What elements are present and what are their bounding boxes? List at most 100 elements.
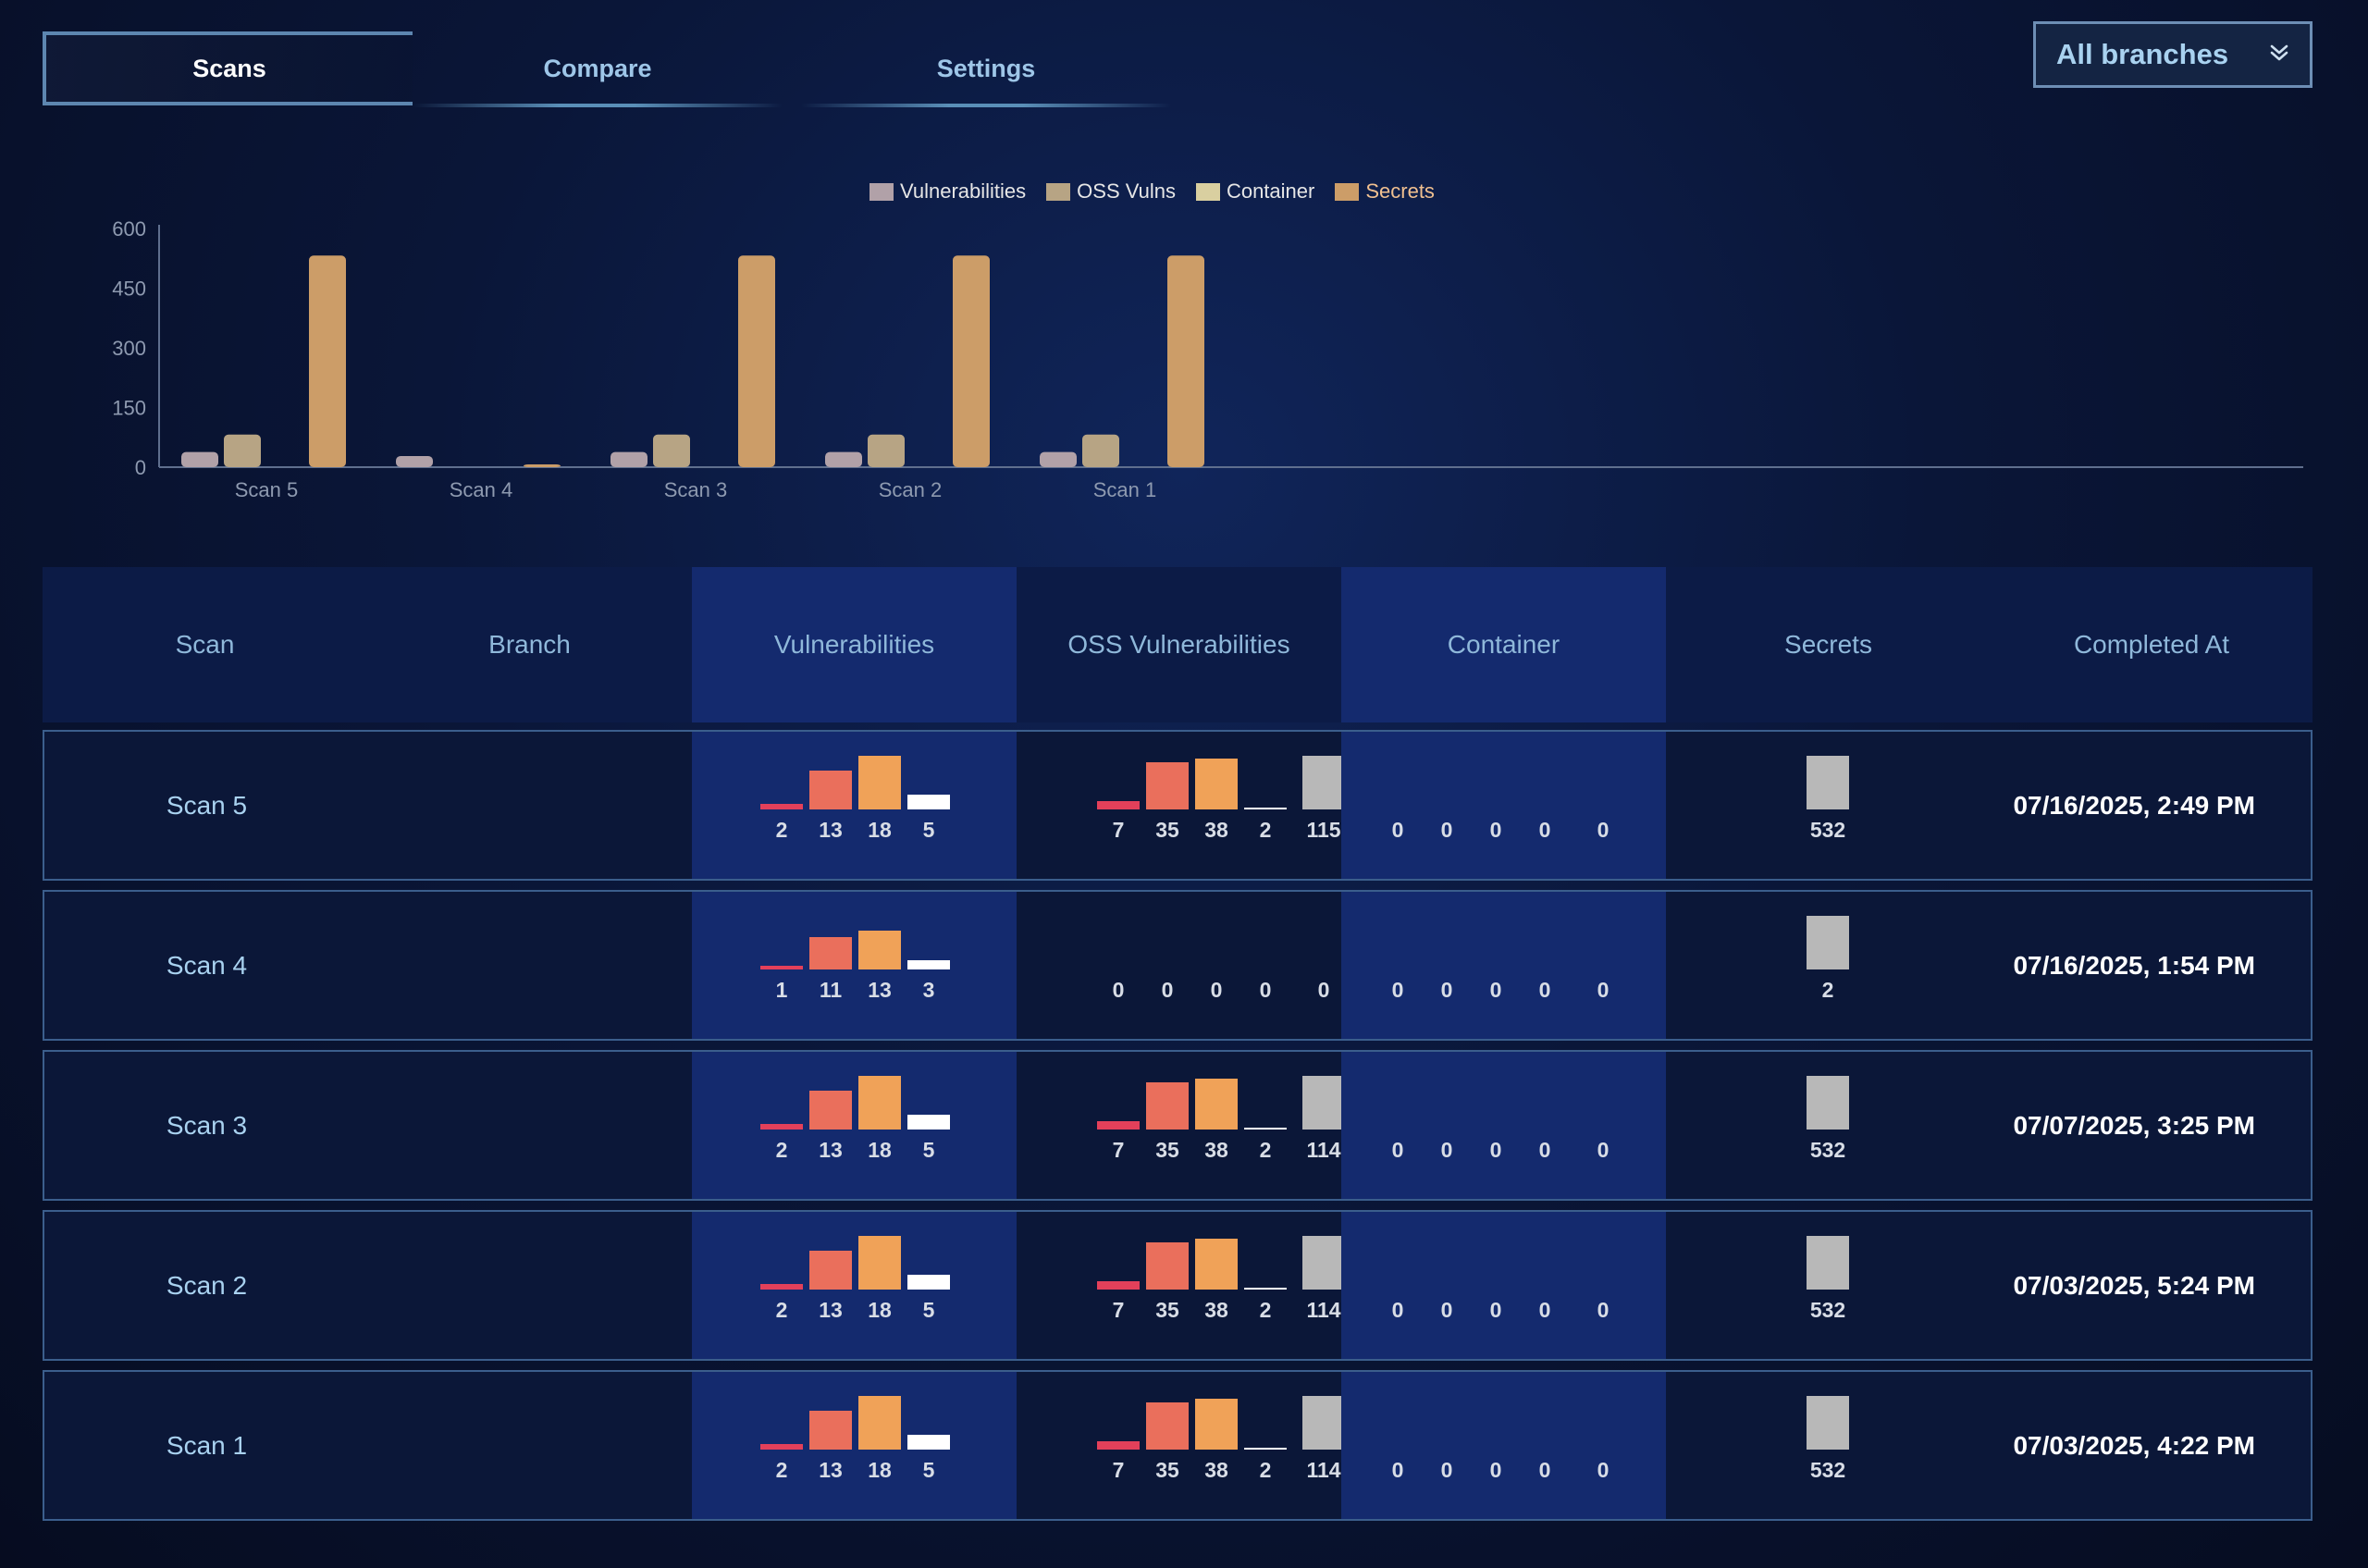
severity-count: 38 — [1204, 818, 1228, 842]
vulnerabilities-cell: 2 13 18 5 — [692, 1212, 1017, 1359]
severity-bar — [907, 1115, 950, 1130]
chart-bar[interactable] — [1040, 451, 1077, 467]
severity-count: 532 — [1809, 1138, 1846, 1162]
header-oss-vulnerabilities[interactable]: OSS Vulnerabilities — [1067, 630, 1290, 659]
oss-vulnerabilities-cell: 7 35 38 2 114 — [1017, 1212, 1345, 1359]
scan-name-cell[interactable]: Scan 3 — [166, 1110, 248, 1140]
severity-bar — [1097, 801, 1140, 809]
severity-count: 114 — [1306, 1458, 1341, 1482]
severity-bar — [1195, 759, 1238, 809]
table-row[interactable]: Scan 4 1 11 13 3 0 0 0 0 0 0 0 0 0 0 2 07/16/2025, 1:54 … — [43, 890, 2312, 1041]
chart-bar[interactable] — [396, 455, 433, 467]
table-row[interactable]: Scan 2 2 13 18 5 7 35 38 2 114 0 0 0 0 0 532 07/03/2025,… — [43, 1210, 2312, 1361]
header-completed-at[interactable]: Completed At — [2073, 630, 2230, 659]
severity-count: 0 — [1597, 1298, 1610, 1322]
severity-bar — [1097, 1121, 1140, 1130]
mini-bar-chart: 7 35 38 2 115 — [1017, 732, 1345, 879]
branch-select[interactable]: All branches — [2033, 21, 2312, 88]
oss-vulnerabilities-cell: 7 35 38 2 114 — [1017, 1052, 1345, 1199]
severity-count: 2 — [775, 1458, 788, 1482]
secrets-cell: 532 — [1666, 732, 1991, 879]
severity-bar — [760, 1444, 803, 1450]
secrets-cell: 532 — [1666, 1052, 1991, 1199]
y-tick-label: 300 — [112, 337, 146, 360]
header-branch[interactable]: Branch — [488, 630, 571, 659]
chart-bar[interactable] — [309, 255, 346, 467]
chart-bar[interactable] — [825, 451, 862, 467]
severity-count: 0 — [1440, 1298, 1453, 1322]
severity-count: 0 — [1489, 1138, 1502, 1162]
scan-name-cell[interactable]: Scan 5 — [166, 790, 248, 820]
severity-count: 13 — [868, 978, 892, 1002]
severity-count: 13 — [819, 1458, 843, 1482]
chart-bar[interactable] — [610, 451, 648, 467]
scans-chart: Vulnerabilities OSS Vulns Container Secr… — [0, 157, 2368, 518]
severity-count: 0 — [1391, 1298, 1404, 1322]
header-secrets[interactable]: Secrets — [1784, 630, 1872, 659]
severity-bar — [907, 795, 950, 809]
severity-bar — [907, 1435, 950, 1450]
chart-plot: 0 150 300 450 600 Scan 5 Scan 4 Scan 3 Scan 2 Sca… — [112, 217, 2303, 501]
chart-bar[interactable] — [953, 255, 990, 467]
severity-count: 532 — [1809, 1298, 1846, 1322]
chart-bar[interactable] — [653, 434, 690, 467]
mini-bar-chart: 2 13 18 5 — [692, 1212, 1017, 1359]
scan-name-cell[interactable]: Scan 4 — [166, 950, 248, 980]
table-row[interactable]: Scan 3 2 13 18 5 7 35 38 2 114 0 0 0 0 0 532 07/07/2025,… — [43, 1050, 2312, 1201]
severity-bar — [760, 966, 803, 969]
chart-bar[interactable] — [524, 464, 561, 467]
legend-item[interactable]: Secrets — [1335, 179, 1435, 204]
legend-item[interactable]: Container — [1195, 179, 1314, 204]
y-tick-label: 450 — [112, 278, 146, 301]
tab-settings[interactable]: Settings — [801, 31, 1171, 107]
chart-bar[interactable] — [181, 451, 218, 467]
legend-swatch — [1195, 182, 1220, 201]
severity-bar — [1146, 1082, 1189, 1130]
header-container[interactable]: Container — [1341, 567, 1666, 722]
table-row[interactable]: Scan 5 2 13 18 5 7 35 38 2 115 0 0 0 0 0 532 07/16/2025,… — [43, 730, 2312, 881]
severity-bar — [1244, 1448, 1287, 1450]
severity-bar — [1244, 1288, 1287, 1290]
container-cell: 0 0 0 0 0 — [1341, 892, 1666, 1039]
mini-bar-chart: 0 0 0 0 0 — [1341, 1052, 1666, 1199]
mini-bar-chart: 2 13 18 5 — [692, 1372, 1017, 1519]
chart-bar[interactable] — [868, 434, 905, 467]
scan-name-cell[interactable]: Scan 2 — [166, 1270, 248, 1300]
branch-cell — [369, 1372, 694, 1519]
table-row[interactable]: Scan 1 2 13 18 5 7 35 38 2 114 0 0 0 0 0 532 07/03/2025,… — [43, 1370, 2312, 1521]
tab-scans[interactable]: Scans — [43, 31, 413, 105]
scan-name-cell[interactable]: Scan 1 — [166, 1430, 248, 1460]
severity-bar — [809, 1251, 852, 1290]
mini-bar-chart: 532 — [1666, 1052, 1991, 1199]
y-tick-label: 150 — [112, 397, 146, 420]
chart-bar[interactable] — [224, 434, 261, 467]
header-vulnerabilities[interactable]: Vulnerabilities — [692, 567, 1017, 722]
severity-bar — [907, 1275, 950, 1290]
legend-item[interactable]: Vulnerabilities — [870, 179, 1026, 204]
severity-count: 532 — [1809, 818, 1846, 842]
chart-bar[interactable] — [1082, 434, 1119, 467]
severity-bar — [1807, 1076, 1849, 1130]
severity-count: 13 — [819, 818, 843, 842]
severity-count: 0 — [1440, 818, 1453, 842]
severity-count: 35 — [1155, 818, 1179, 842]
severity-bar — [1807, 1396, 1849, 1450]
severity-count: 0 — [1489, 818, 1502, 842]
chart-bar[interactable] — [1167, 255, 1204, 467]
severity-count: 0 — [1161, 978, 1174, 1002]
legend-item[interactable]: OSS Vulns — [1046, 179, 1176, 204]
chart-bar[interactable] — [738, 255, 775, 467]
severity-count: 0 — [1112, 978, 1125, 1002]
severity-count: 0 — [1391, 1458, 1404, 1482]
severity-bar — [1807, 756, 1849, 809]
legend-label: Vulnerabilities — [900, 179, 1027, 203]
oss-vulnerabilities-cell: 0 0 0 0 0 — [1017, 892, 1341, 1039]
y-tick-label: 600 — [112, 217, 146, 241]
severity-bar — [1097, 1441, 1140, 1450]
severity-count: 114 — [1306, 1298, 1341, 1322]
mini-bar-chart: 0 0 0 0 0 — [1341, 892, 1666, 1039]
branch-cell — [369, 892, 694, 1039]
header-scan[interactable]: Scan — [175, 630, 235, 659]
tab-compare[interactable]: Compare — [413, 31, 783, 107]
severity-count: 0 — [1391, 818, 1404, 842]
